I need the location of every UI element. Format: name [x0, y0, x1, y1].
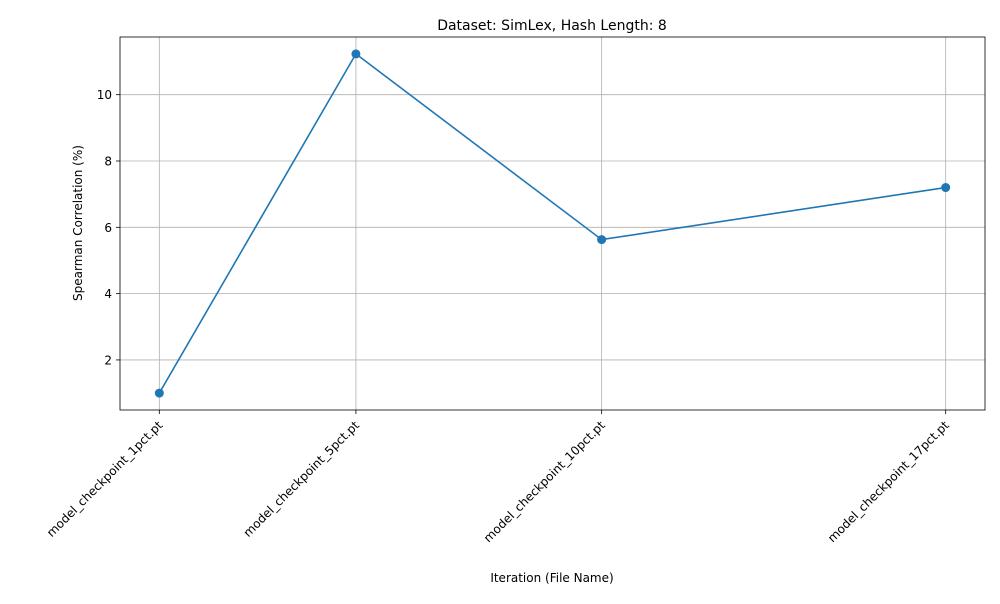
y-tick-label: 2	[104, 353, 112, 367]
series-line	[158, 52, 946, 394]
label-layer: Dataset: SimLex, Hash Length: 8 Iteratio…	[71, 18, 667, 585]
series-layer	[154, 49, 951, 398]
y-tick-label: 10	[97, 88, 112, 102]
plot-frame	[119, 36, 986, 411]
data-point	[154, 388, 164, 398]
chart-title: Dataset: SimLex, Hash Length: 8	[437, 18, 667, 34]
y-tick-label: 6	[104, 221, 112, 235]
y-tick-label: 4	[104, 287, 112, 301]
data-point	[941, 183, 951, 193]
y-axis-label: Spearman Correlation (%)	[71, 145, 85, 301]
grid-layer	[120, 37, 985, 410]
data-point	[351, 49, 361, 59]
data-point	[597, 235, 607, 245]
x-axis-label: Iteration (File Name)	[490, 571, 613, 585]
y-tick-label: 8	[104, 155, 112, 169]
